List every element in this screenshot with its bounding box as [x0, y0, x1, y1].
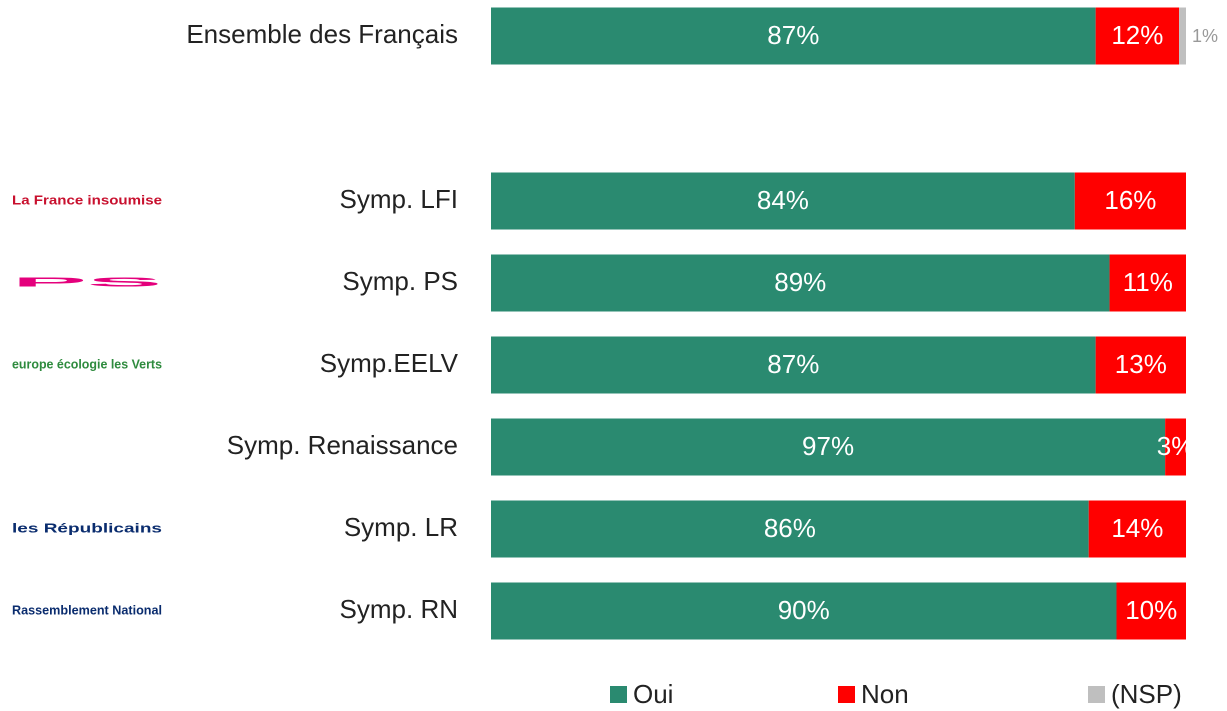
value-label: 11% [1123, 267, 1173, 297]
party-logo: Rassemblement National [12, 602, 162, 617]
category-label: Ensemble des Français [186, 19, 458, 49]
category-label: Symp. LR [344, 512, 458, 542]
bar-segment [491, 500, 1089, 558]
party-logo: La France insoumise [12, 192, 162, 207]
value-label: 1% [1192, 26, 1218, 46]
value-label: 87% [767, 20, 819, 50]
party-logo: les Républicains [12, 520, 162, 535]
party-logo: PS [12, 274, 165, 289]
value-label: 10% [1125, 595, 1177, 625]
bar-segment [1095, 7, 1180, 65]
category-label: Symp. Renaissance [227, 430, 458, 460]
value-label: 84% [757, 185, 809, 215]
bar-segment [491, 582, 1117, 640]
value-label: 89% [774, 267, 826, 297]
bar-segment [1074, 172, 1186, 230]
bar-segment [491, 336, 1096, 394]
value-label: 90% [778, 595, 830, 625]
value-label: 12% [1111, 20, 1163, 50]
bar-segment [491, 7, 1096, 65]
legend-label: Non [861, 679, 909, 709]
bar-segment [1179, 7, 1186, 65]
category-label: Symp. PS [342, 266, 458, 296]
legend-label: Oui [633, 679, 673, 709]
bar-segment [1088, 500, 1186, 558]
value-label: 16% [1104, 185, 1156, 215]
legend-swatch [610, 686, 627, 703]
value-label: 13% [1115, 349, 1167, 379]
bar-segment [491, 418, 1166, 476]
value-label: 14% [1111, 513, 1163, 543]
value-label: 3% [1157, 431, 1195, 461]
bar-segment [491, 172, 1075, 230]
value-label: 87% [767, 349, 819, 379]
category-label: Symp. RN [340, 594, 458, 624]
value-label: 86% [764, 513, 816, 543]
legend-label: (NSP) [1111, 679, 1182, 709]
bar-segment [1116, 582, 1186, 640]
party-logo: europe écologie les Verts [12, 356, 162, 371]
bar-segment [1109, 254, 1186, 312]
legend-swatch [1088, 686, 1105, 703]
bar-segment [1165, 418, 1186, 476]
value-label: 97% [802, 431, 854, 461]
category-label: Symp.EELV [320, 348, 459, 378]
bar-segment [491, 254, 1110, 312]
category-label: Symp. LFI [340, 184, 458, 214]
bar-segment [1095, 336, 1186, 394]
legend-swatch [838, 686, 855, 703]
